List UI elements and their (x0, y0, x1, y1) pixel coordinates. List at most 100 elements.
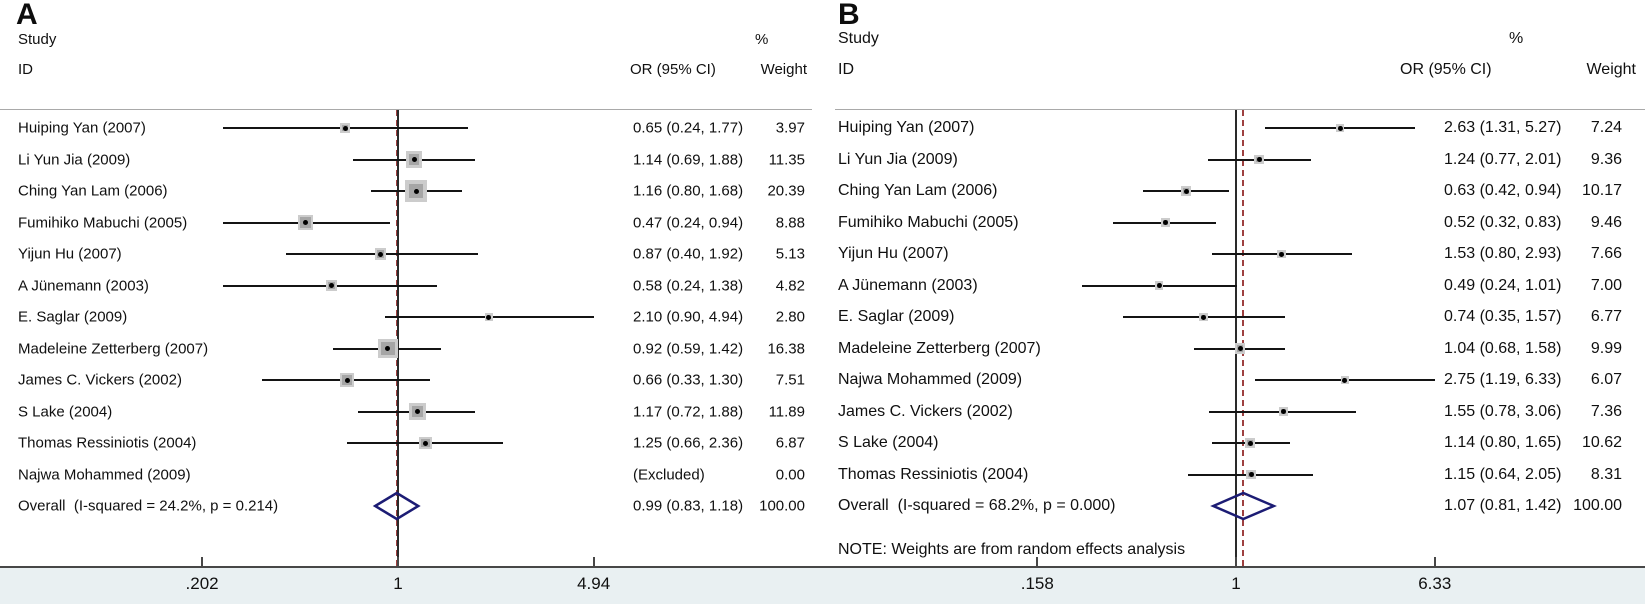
weight-value: 6.77 (1590, 308, 1622, 325)
or-ci-value: 0.66 (0.33, 1.30) (633, 371, 744, 389)
study-label: James C. Vickers (2002) (18, 371, 182, 389)
study-label: E. Saglar (2009) (18, 308, 128, 326)
or-ci-value: 1.17 (0.72, 1.88) (633, 403, 744, 420)
weight-value: 7.00 (1590, 276, 1622, 294)
study-label: Ching Yan Lam (2006) (838, 182, 998, 199)
study-label: Huiping Yan (2007) (838, 119, 975, 136)
point-estimate-dot (303, 220, 309, 225)
x-axis-band (0, 568, 1645, 604)
study-label: Madeleine Zetterberg (2007) (18, 340, 209, 357)
panel-a-header-id: ID (18, 61, 33, 78)
weight-value: 8.88 (775, 214, 805, 231)
point-estimate-dot (1156, 283, 1162, 288)
weight-value: 10.62 (1581, 434, 1622, 451)
study-label: A Jünemann (2003) (838, 276, 978, 294)
panel-a-header-rule (0, 109, 812, 110)
weight-value: 10.17 (1581, 182, 1622, 199)
point-estimate-dot (1183, 188, 1189, 194)
or-ci-value: 0.52 (0.32, 0.83) (1444, 213, 1562, 231)
study-label: S Lake (2004) (838, 434, 939, 451)
weight-value: 9.46 (1590, 213, 1622, 231)
or-ci-value: 1.53 (0.80, 2.93) (1444, 245, 1562, 262)
study-label: Ching Yan Lam (2006) (18, 182, 168, 200)
study-label: Li Yun Jia (2009) (18, 151, 131, 168)
or-ci-value: 2.10 (0.90, 4.94) (633, 308, 744, 326)
weight-value: 11.35 (768, 151, 805, 168)
panel-b-overall-weight: 100.00 (1573, 497, 1622, 514)
study-label: Thomas Ressiniotis (2004) (18, 434, 197, 452)
study-label: Li Yun Jia (2009) (838, 150, 958, 168)
point-estimate-dot (378, 251, 384, 257)
x-axis-tick (1036, 557, 1039, 566)
point-estimate-dot (342, 125, 348, 131)
point-estimate-dot (385, 346, 391, 351)
panel-a-header-percent: % (755, 31, 769, 48)
or-ci-value: 2.75 (1.19, 6.33) (1444, 371, 1562, 388)
overall-estimate-line (1242, 110, 1245, 566)
or-ci-value: 0.65 (0.24, 1.77) (633, 119, 744, 137)
weight-value: 8.31 (1590, 465, 1622, 483)
panel-b-header-study: Study (838, 30, 879, 47)
panel-b-header-rule (835, 109, 1645, 110)
point-estimate-dot (1280, 409, 1286, 414)
point-estimate-dot (414, 409, 420, 414)
panel-b-note: NOTE: Weights are from random effects an… (838, 541, 1186, 558)
point-estimate-dot (1337, 125, 1343, 131)
or-ci-value: 1.15 (0.64, 2.05) (1444, 465, 1562, 483)
or-ci-value: 1.24 (0.77, 2.01) (1444, 150, 1562, 168)
panel-b-header-percent: % (1509, 30, 1524, 47)
point-estimate-dot (328, 283, 334, 288)
point-estimate-dot (486, 314, 492, 320)
x-axis-tick-label: 1 (393, 574, 403, 593)
x-axis-tick (1235, 557, 1237, 566)
x-axis-tick (201, 557, 204, 566)
weight-value: 7.66 (1590, 245, 1622, 262)
study-label: Madeleine Zetterberg (2007) (838, 339, 1041, 357)
study-label: A Jünemann (2003) (18, 277, 149, 294)
panel-b-letter: B (838, 0, 860, 31)
weight-value: 7.51 (775, 371, 805, 389)
panel-a-letter: A (16, 0, 38, 31)
weight-value: 0.00 (775, 466, 805, 483)
panel-b-overall-or-ci: 1.07 (0.81, 1.42) (1444, 497, 1562, 514)
x-axis-tick-label: 6.33 (1418, 574, 1452, 593)
study-label: S Lake (2004) (18, 403, 113, 420)
weight-value: 20.39 (767, 182, 805, 200)
x-axis-tick-label: 4.94 (577, 574, 611, 593)
x-axis-tick-label: .202 (185, 574, 219, 593)
point-estimate-dot (344, 377, 350, 383)
x-axis-tick (397, 557, 399, 566)
point-estimate-dot (1256, 157, 1262, 162)
weight-value: 3.97 (775, 119, 805, 137)
study-label: Thomas Ressiniotis (2004) (838, 465, 1029, 483)
point-estimate-dot (411, 157, 417, 162)
weight-value: 7.36 (1590, 402, 1622, 420)
or-ci-value: 1.04 (0.68, 1.58) (1444, 339, 1562, 357)
x-axis-tick (592, 557, 595, 566)
or-ci-value: 1.14 (0.69, 1.88) (633, 151, 744, 168)
point-estimate-dot (1279, 251, 1285, 257)
panel-a-overall-label: Overall (I-squared = 24.2%, p = 0.214) (18, 497, 279, 515)
panel-b-header-id: ID (838, 61, 854, 78)
point-estimate-dot (1237, 346, 1243, 351)
x-axis-tick-label: 1 (1231, 574, 1241, 593)
or-ci-value: 1.14 (0.80, 1.65) (1444, 434, 1562, 451)
weight-value: 2.80 (775, 308, 805, 326)
or-ci-value: (Excluded) (633, 466, 705, 483)
or-ci-value: 0.63 (0.42, 0.94) (1444, 182, 1562, 199)
point-estimate-dot (1201, 314, 1207, 320)
or-ci-value: 0.49 (0.24, 1.01) (1444, 276, 1562, 294)
or-ci-value: 1.16 (0.80, 1.68) (633, 182, 744, 200)
weight-value: 5.13 (775, 245, 805, 263)
study-label: Najwa Mohammed (2009) (838, 371, 1023, 388)
weight-value: 6.87 (775, 434, 805, 452)
overall-estimate-line (395, 110, 398, 566)
or-ci-value: 1.55 (0.78, 3.06) (1444, 402, 1562, 420)
weight-value: 6.07 (1590, 371, 1622, 388)
or-ci-value: 0.47 (0.24, 0.94) (633, 214, 744, 231)
panel-b-overall-label: Overall (I-squared = 68.2%, p = 0.000) (838, 497, 1116, 514)
x-axis-tick (1433, 557, 1436, 566)
study-label: James C. Vickers (2002) (838, 402, 1013, 420)
point-estimate-dot (1248, 472, 1254, 477)
